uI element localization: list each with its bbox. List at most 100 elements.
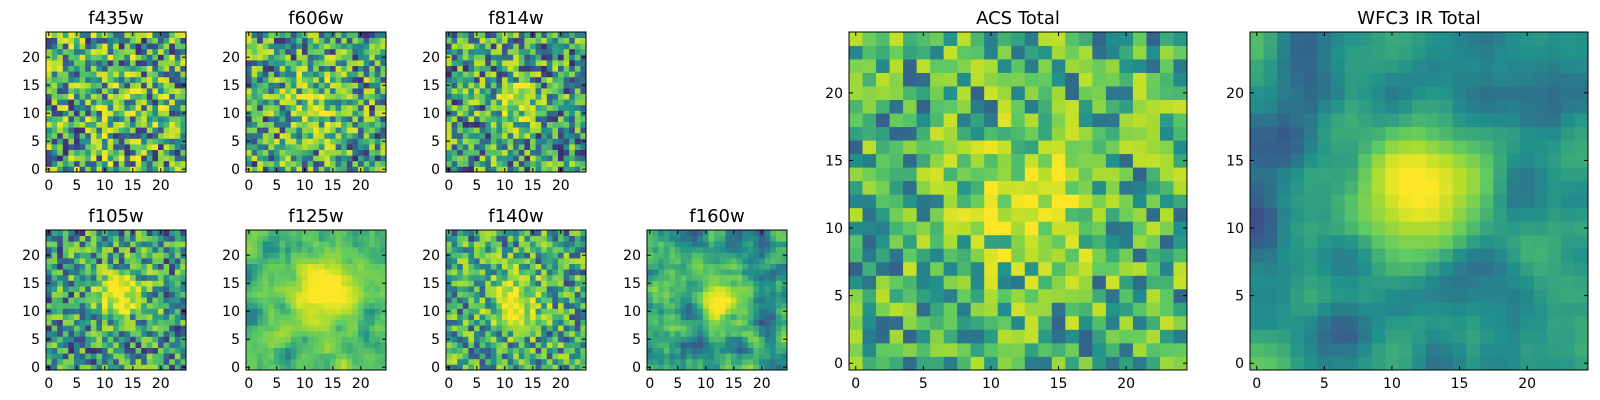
heatmap-cell — [524, 291, 531, 298]
heatmap-cell — [524, 330, 531, 337]
heatmap-cell — [1051, 234, 1066, 249]
heatmap-cell — [569, 71, 576, 78]
heatmap-cell — [513, 127, 520, 134]
heatmap-cell — [563, 110, 570, 117]
heatmap-cell — [663, 336, 670, 343]
heatmap-cell — [302, 263, 308, 270]
heatmap-cell — [446, 297, 452, 304]
heatmap-cell — [997, 248, 1012, 263]
heatmap-cell — [152, 116, 159, 122]
heatmap-cell — [490, 263, 497, 270]
heatmap-cell — [313, 358, 320, 365]
heatmap-cell — [257, 48, 264, 55]
heatmap-cell — [51, 302, 58, 309]
heatmap-cell — [997, 180, 1012, 195]
heatmap-cell — [647, 302, 653, 309]
heatmap-cell — [152, 32, 159, 38]
heatmap-cell — [541, 132, 548, 139]
heatmap-cell — [90, 230, 97, 236]
heatmap-cell — [68, 319, 75, 326]
heatmap-cell — [118, 297, 125, 304]
heatmap-cell — [90, 110, 97, 117]
heatmap-cell — [158, 93, 164, 100]
heatmap-cell — [124, 235, 131, 242]
heatmap-cell — [102, 54, 108, 61]
heatmap-cell — [274, 325, 280, 332]
heatmap-cell — [352, 302, 359, 309]
heatmap-cell — [703, 274, 709, 281]
heatmap-cell — [85, 353, 92, 360]
heatmap-cell — [174, 121, 181, 128]
heatmap-cell — [113, 308, 120, 315]
heatmap-cell — [462, 235, 469, 242]
heatmap-cell — [569, 314, 576, 320]
heatmap-cell — [313, 347, 320, 354]
heatmap-cell — [451, 336, 458, 343]
heatmap-cell — [57, 358, 64, 365]
heatmap-cell — [462, 274, 469, 281]
heatmap-cell — [496, 138, 503, 145]
heatmap-cell — [524, 48, 531, 55]
heatmap-cell — [68, 32, 75, 38]
heatmap-cell — [307, 60, 314, 66]
heatmap-cell — [57, 160, 64, 167]
heatmap-cell — [541, 43, 548, 50]
heatmap-cell — [518, 314, 525, 320]
heatmap-cell — [764, 342, 771, 348]
heatmap-cell — [290, 121, 297, 128]
heatmap-cell — [369, 319, 376, 326]
heatmap-cell — [62, 269, 69, 276]
heatmap-cell — [51, 132, 58, 139]
heatmap-cell — [307, 319, 314, 326]
heatmap-cell — [135, 258, 142, 264]
heatmap-cell — [513, 71, 520, 78]
heatmap-cell — [474, 258, 480, 264]
heatmap-cell — [102, 144, 108, 150]
heatmap-cell — [380, 104, 387, 111]
heatmap-cell — [569, 155, 576, 162]
heatmap-cell — [246, 241, 252, 248]
heatmap-cell — [169, 308, 176, 315]
heatmap-cell — [770, 347, 777, 354]
heatmap-cell — [296, 54, 303, 61]
heatmap-cell — [580, 319, 587, 326]
heatmap-cell — [124, 364, 131, 371]
heatmap-cell — [747, 347, 754, 354]
heatmap-cell — [647, 235, 653, 242]
heatmap-cell — [1173, 248, 1188, 263]
heatmap-cell — [141, 48, 148, 55]
heatmap-cell — [296, 263, 303, 270]
heatmap-cell — [180, 76, 187, 83]
heatmap-cell — [302, 319, 308, 326]
heatmap-cell — [731, 274, 737, 281]
heatmap-cell — [552, 342, 559, 348]
heatmap-cell — [85, 32, 92, 38]
heatmap-cell — [102, 88, 108, 94]
heatmap-cell — [169, 263, 176, 270]
heatmap-cell — [46, 297, 52, 304]
heatmap-cell — [686, 258, 693, 264]
heatmap-cell — [496, 358, 503, 365]
heatmap-cell — [1105, 329, 1120, 344]
heatmap-cell — [285, 104, 292, 111]
heatmap-cell — [680, 314, 687, 320]
heatmap-cell — [1065, 261, 1080, 276]
heatmap-cell — [257, 116, 264, 122]
heatmap-cell — [57, 308, 64, 315]
heatmap-cell — [691, 235, 698, 242]
heatmap-cell — [457, 258, 464, 264]
heatmap-cell — [51, 308, 58, 315]
heatmap-cell — [675, 286, 681, 292]
heatmap-cell — [374, 43, 381, 50]
heatmap-cell — [274, 308, 280, 315]
heatmap-cell — [468, 308, 475, 315]
heatmap-cell — [675, 314, 681, 320]
heatmap-cell — [174, 274, 181, 281]
heatmap-cell — [257, 43, 264, 50]
y-tick-label: 10 — [422, 304, 440, 320]
heatmap-cell — [46, 235, 52, 242]
heatmap-cell — [474, 37, 480, 44]
heatmap-cell — [118, 246, 125, 253]
heatmap-cell — [268, 132, 275, 139]
heatmap-cell — [135, 353, 142, 360]
